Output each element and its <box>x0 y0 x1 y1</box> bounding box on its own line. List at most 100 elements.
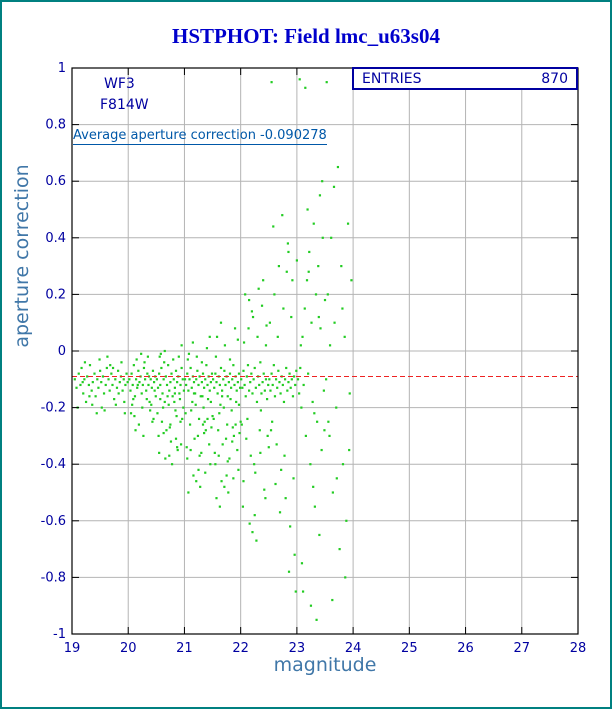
scatter-point <box>156 386 160 389</box>
scatter-point <box>168 454 171 457</box>
scatter-point <box>201 395 204 398</box>
scatter-point <box>237 468 240 471</box>
scatter-point <box>285 270 288 273</box>
scatter-point <box>151 369 155 372</box>
scatter-point <box>121 389 124 392</box>
scatter-point <box>180 344 183 347</box>
average-annotation: Average aperture correction -0.090278 <box>73 128 327 145</box>
scatter-point <box>222 406 225 409</box>
scatter-point <box>122 378 125 381</box>
scatter-point <box>270 372 273 375</box>
scatter-point <box>277 265 280 268</box>
scatter-point <box>218 505 221 508</box>
scatter-point <box>260 392 263 395</box>
scatter-point <box>283 454 286 457</box>
scatter-point <box>136 383 139 387</box>
scatter-point <box>305 279 309 282</box>
scatter-point <box>137 369 140 372</box>
scatter-point <box>118 381 121 384</box>
scatter-point <box>176 381 179 384</box>
scatter-point <box>291 395 295 398</box>
scatter-point <box>187 352 191 355</box>
scatter-point <box>158 451 161 454</box>
scatter-point <box>83 361 87 364</box>
scatter-point <box>341 463 345 466</box>
scatter-point <box>299 344 302 347</box>
scatter-point <box>204 471 207 474</box>
scatter-point <box>132 364 135 367</box>
scatter-point <box>345 519 348 522</box>
scatter-point <box>142 434 145 437</box>
scatter-point <box>141 383 144 387</box>
scatter-point <box>186 358 189 361</box>
scatter-point <box>235 389 238 392</box>
scatter-point <box>147 383 150 387</box>
scatter-point <box>167 403 170 406</box>
scatter-point <box>295 369 298 372</box>
scatter-point <box>204 429 207 432</box>
scatter-point <box>201 423 205 426</box>
scatter-point <box>208 335 211 338</box>
scatter-point <box>251 531 254 534</box>
scatter-point <box>309 604 313 607</box>
filter-label: F814W <box>100 97 149 113</box>
scatter-point <box>203 420 206 423</box>
scatter-point <box>319 327 322 330</box>
scatter-point <box>198 375 201 378</box>
scatter-point <box>287 570 291 573</box>
scatter-point <box>81 381 84 384</box>
scatter-point <box>184 412 187 415</box>
scatter-point <box>307 372 310 375</box>
scatter-point <box>146 372 149 375</box>
scatter-point <box>149 378 152 381</box>
scatter-point <box>181 417 184 421</box>
scatter-point <box>129 412 133 415</box>
scatter-point <box>140 392 143 395</box>
scatter-point <box>340 265 343 268</box>
scatter-point <box>87 383 90 387</box>
scatter-point <box>220 480 223 483</box>
scatter-point <box>91 403 94 406</box>
scatter-point <box>143 378 147 381</box>
scatter-point <box>130 372 133 375</box>
scatter-point <box>313 505 316 508</box>
x-tick-label: 26 <box>457 641 474 656</box>
scatter-point <box>95 412 98 415</box>
x-tick-label: 20 <box>120 641 137 656</box>
scatter-point <box>270 81 273 84</box>
scatter-point <box>317 315 320 319</box>
scatter-point <box>187 389 190 392</box>
scatter-point <box>283 378 287 381</box>
scatter-point <box>287 250 290 254</box>
scatter-point <box>328 344 332 347</box>
scatter-point <box>292 375 296 378</box>
scatter-point <box>96 378 99 381</box>
scatter-point <box>145 389 148 392</box>
scatter-point <box>188 378 191 381</box>
scatter-point <box>200 381 203 384</box>
scatter-point <box>173 392 176 395</box>
scatter-point <box>172 378 175 381</box>
scatter-point <box>135 358 138 361</box>
scatter-point <box>172 358 175 361</box>
scatter-point <box>263 389 266 392</box>
scatter-point <box>84 400 88 404</box>
scatter-point <box>348 448 351 452</box>
scatter-point <box>242 480 245 483</box>
scatter-point <box>75 386 78 389</box>
scatter-point <box>124 383 127 387</box>
scatter-point <box>246 417 249 421</box>
scatter-point <box>208 389 211 392</box>
scatter-point <box>219 321 223 324</box>
x-tick-label: 23 <box>289 641 306 656</box>
scatter-point <box>180 366 183 370</box>
scatter-point <box>174 437 178 440</box>
y-tick-label: -1 <box>53 627 66 642</box>
scatter-point <box>178 398 182 401</box>
scatter-point <box>179 443 183 446</box>
scatter-point <box>326 293 329 296</box>
scatter-point <box>194 403 197 406</box>
scatter-point <box>214 355 218 358</box>
scatter-point <box>346 222 350 225</box>
scatter-point <box>278 381 281 384</box>
